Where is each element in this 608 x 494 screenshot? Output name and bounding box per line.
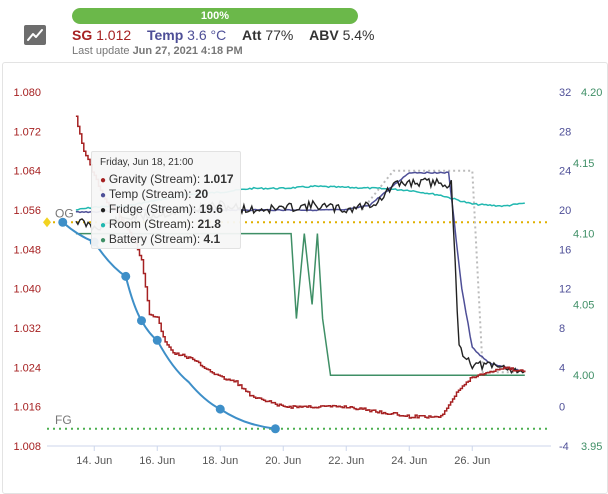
tooltip-row: ● Room (Stream): 21.8 [100,217,221,232]
battery-axis-tick: 4.15 [573,158,594,170]
att-value: 77% [265,27,294,43]
gravity-axis-tick: 1.056 [13,205,41,217]
reference-label-fg: FG [55,413,72,427]
tooltip-series-name: Battery (Stream): [108,232,204,246]
tooltip-series-value: 19.6 [199,202,223,216]
gravity-axis-tick: 1.016 [13,402,41,414]
temp-axis-tick: 12 [559,284,571,296]
line-chart-icon[interactable] [24,25,46,45]
x-axis-tick: 26. Jun [454,455,490,467]
gravity-axis-tick: 1.048 [13,244,41,256]
battery-axis-tick: 3.95 [581,441,602,453]
tooltip-title: Friday, Jun 18, 21:00 [100,157,194,168]
tooltip-series-name: Room (Stream): [108,217,198,231]
tooltip-series-value: 1.017 [203,172,234,186]
sg-label: SG [72,27,93,43]
fermentation-curve-point [58,217,68,227]
temp-value: 3.6 °C [187,27,227,43]
x-axis-tick: 14. Jun [76,455,112,467]
attenuation-progress-bar: 100% [72,8,358,24]
reference-label-og: OG [55,206,74,220]
temp-axis-tick: 4 [559,362,565,374]
gravity-axis-tick: 1.040 [13,284,41,296]
x-axis-tick: 24. Jun [391,455,427,467]
abv-label: ABV [309,27,339,43]
temp-axis-tick: 8 [559,323,565,335]
gravity-axis-tick: 1.008 [13,441,41,453]
series-dot-icon: ● [100,205,109,216]
tooltip-series-name: Fridge (Stream): [108,202,200,216]
tooltip-series-name: Temp (Stream): [108,187,195,201]
series-line-gravity [75,115,526,419]
fermentation-curve-point [152,335,162,345]
chart-tooltip: Friday, Jun 18, 21:00 ● Gravity (Stream)… [91,151,241,249]
gravity-axis-tick: 1.024 [13,362,41,374]
fermentation-curve [62,221,276,430]
last-update: Last update Jun 27, 2021 4:18 PM [72,45,243,57]
temp-axis-tick: 32 [559,87,571,99]
series-dot-icon: ● [100,220,109,231]
last-update-value: Jun 27, 2021 4:18 PM [132,45,243,57]
fermentation-curve-point [270,424,280,434]
tooltip-row: ● Temp (Stream): 20 [100,187,208,202]
tooltip-series-value: 4.1 [203,232,221,246]
x-axis-tick: 16. Jun [139,455,175,467]
battery-axis-tick: 4.20 [581,87,602,99]
att-label: Att [242,27,262,43]
temp-axis-tick: 0 [559,402,565,414]
fermentation-curve-point [121,271,131,281]
tooltip-row: ● Gravity (Stream): 1.017 [100,172,234,187]
progress-fill [72,8,358,24]
tooltip-row: ● Battery (Stream): 4.1 [100,232,220,247]
og-marker-icon [43,217,51,228]
abv-value: 5.4% [342,27,375,43]
status-header: 100% SG 1.012 Temp 3.6 °C Att 77% ABV 5.… [0,0,608,60]
tooltip-series-value: 20 [194,187,209,201]
x-axis-tick: 20. Jun [265,455,301,467]
last-update-label: Last update [72,45,130,57]
gravity-axis-tick: 1.072 [13,126,41,138]
series-dot-icon: ● [100,235,109,246]
fermentation-chart[interactable]: 1.080 1.072 1.064 1.056 1.048 1.040 1.032 1.024… [2,62,608,494]
progress-label: 100% [200,10,230,22]
tooltip-series-value: 21.8 [197,217,221,231]
series-dot-icon: ● [100,190,109,201]
gravity-axis-tick: 1.080 [13,87,41,99]
x-axis-tick: 18. Jun [202,455,238,467]
gravity-axis-tick: 1.032 [13,323,41,335]
series-dot-icon: ● [100,175,109,186]
fermentation-curve-point [137,316,146,326]
temp-axis-tick: -4 [559,441,569,453]
battery-axis-tick: 4.05 [573,299,594,311]
fermentation-curve-point [215,404,225,414]
battery-axis-tick: 4.10 [573,229,594,241]
tooltip-series-name: Gravity (Stream): [108,172,204,186]
tooltip-row: ● Fridge (Stream): 19.6 [100,202,223,217]
target-temperature-profile [361,169,525,374]
metrics-row: SG 1.012 Temp 3.6 °C Att 77% ABV 5.4% [72,27,375,43]
chart-canvas[interactable]: 1.080 1.072 1.064 1.056 1.048 1.040 1.032 1.024… [3,63,607,493]
series-line-battery [75,232,525,376]
gravity-axis-tick: 1.064 [13,166,41,178]
temp-axis-tick: 28 [559,126,571,138]
battery-axis-tick: 4.00 [573,370,594,382]
temp-axis-tick: 24 [559,166,571,178]
temp-axis-tick: 20 [559,205,571,217]
x-axis-tick: 22. Jun [328,455,364,467]
temp-label: Temp [146,27,184,43]
sg-value: 1.012 [96,27,132,43]
temp-axis-tick: 16 [559,244,571,256]
